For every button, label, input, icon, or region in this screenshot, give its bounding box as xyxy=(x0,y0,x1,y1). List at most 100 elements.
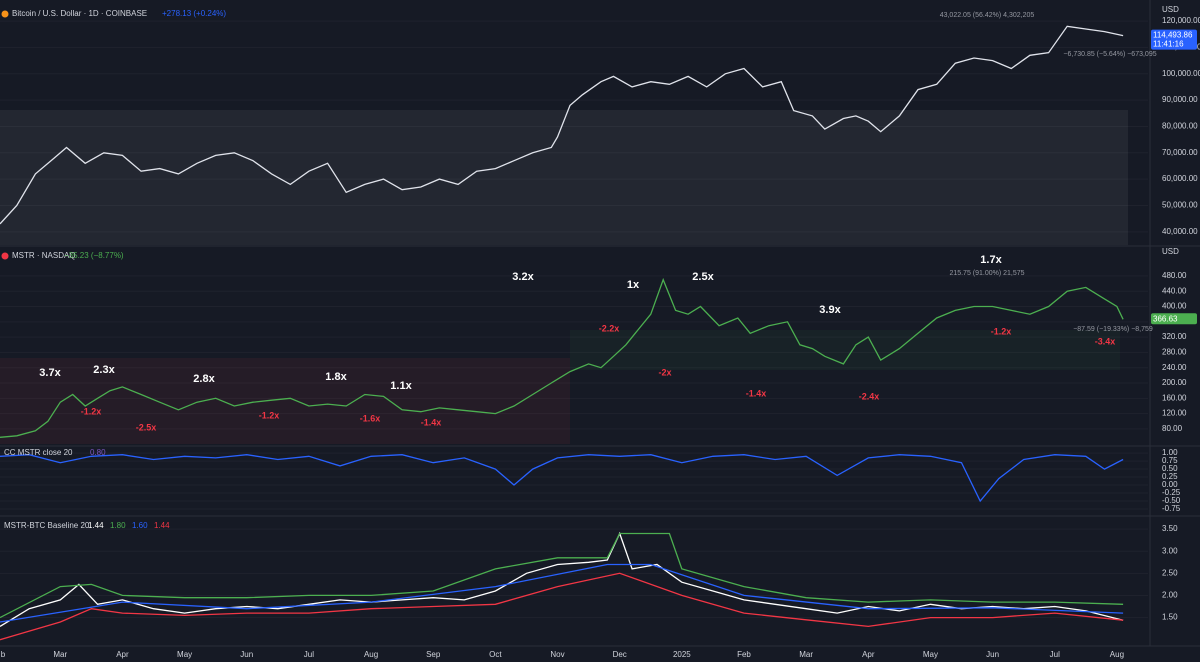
y-tick-label: 160.00 xyxy=(1162,393,1187,402)
y-tick-label: 90,000.00 xyxy=(1162,95,1198,104)
annotation: -1.6x xyxy=(360,413,381,423)
annotation: 3.2x xyxy=(512,271,534,283)
x-tick-label: Apr xyxy=(862,650,875,659)
series-line xyxy=(0,25,1124,225)
x-tick-label: Mar xyxy=(53,650,67,659)
y-tick-label: 2.00 xyxy=(1162,591,1178,600)
pane-title: CC MSTR close 20 xyxy=(4,448,73,457)
annotation: -1.2x xyxy=(991,326,1012,336)
annotation: 2.5x xyxy=(692,271,714,283)
annotation: 1.8x xyxy=(325,371,347,383)
range-band xyxy=(0,110,1128,245)
y-tick-label: 0.00 xyxy=(1162,480,1178,489)
annotation: 2.3x xyxy=(93,364,115,376)
annotation: -2.5x xyxy=(136,422,157,432)
annotation: 215.75 (91.00%) 21,575 xyxy=(949,270,1024,277)
y-tick-label: 440.00 xyxy=(1162,286,1187,295)
y-tick-label: 3.00 xyxy=(1162,546,1178,555)
x-tick-label: Jun xyxy=(240,650,253,659)
currency-label: USD xyxy=(1162,5,1179,14)
legend-value: 1.44 xyxy=(154,521,170,530)
annotation: −87.59 (−19.33%) −8,759 xyxy=(1073,326,1153,333)
y-tick-label: -0.50 xyxy=(1162,496,1181,505)
y-tick-label: -0.75 xyxy=(1162,504,1181,513)
x-tick-label: Nov xyxy=(550,650,564,659)
y-tick-label: 120,000.00 xyxy=(1162,16,1200,25)
y-tick-label: 240.00 xyxy=(1162,363,1187,372)
y-tick-label: 70,000.00 xyxy=(1162,148,1198,157)
y-tick-label: 0.75 xyxy=(1162,456,1178,465)
x-tick-label: b xyxy=(1,650,6,659)
pane-title: MSTR · NASDAQ xyxy=(12,251,76,260)
x-tick-label: Apr xyxy=(116,650,129,659)
time-label: 11:41:16 xyxy=(1153,40,1184,49)
annotation: 2.8x xyxy=(193,373,215,385)
x-tick-label: Jul xyxy=(304,650,314,659)
pane-change: 0.80 xyxy=(90,448,106,457)
x-tick-label: Aug xyxy=(364,650,378,659)
x-tick-label: May xyxy=(177,650,192,659)
legend-value: 1.44 xyxy=(88,521,104,530)
annotation: 3.9x xyxy=(819,304,841,316)
annotation: 3.7x xyxy=(39,367,61,379)
pane-change: +278.13 (+0.24%) xyxy=(162,9,226,18)
annotation: -1.4x xyxy=(421,417,442,427)
annotation: -1.2x xyxy=(259,410,280,420)
pane-title: Bitcoin / U.S. Dollar · 1D · COINBASE xyxy=(12,9,147,18)
annotation: 1x xyxy=(627,279,640,291)
price-label-box xyxy=(1151,29,1197,50)
x-tick-label: May xyxy=(923,650,938,659)
symbol-icon xyxy=(1,252,9,260)
x-tick-label: Jul xyxy=(1050,650,1060,659)
range-band xyxy=(0,358,570,444)
annotation: 1.1x xyxy=(390,380,412,392)
annotation: -2.4x xyxy=(859,391,880,401)
y-tick-label: 80.00 xyxy=(1162,424,1183,433)
y-tick-label: 120.00 xyxy=(1162,409,1187,418)
y-tick-label: 0.50 xyxy=(1162,464,1178,473)
x-tick-label: 2025 xyxy=(673,650,691,659)
series-line xyxy=(0,532,1124,619)
x-tick-label: Oct xyxy=(489,650,502,659)
price-label: 366.63 xyxy=(1153,314,1178,323)
annotation: -2.2x xyxy=(599,323,620,333)
x-tick-label: Aug xyxy=(1110,650,1124,659)
annotation: -1.2x xyxy=(81,406,102,416)
series-line xyxy=(0,563,1124,623)
series-line xyxy=(0,572,1124,641)
y-tick-label: -0.25 xyxy=(1162,488,1181,497)
pane-change: −35.23 (−8.77%) xyxy=(64,251,124,260)
annotation: -2x xyxy=(658,367,671,377)
series-line xyxy=(0,454,1124,503)
annotation: -3.4x xyxy=(1095,336,1116,346)
range-band xyxy=(570,330,1120,370)
y-tick-label: 280.00 xyxy=(1162,348,1187,357)
legend-value: 1.80 xyxy=(110,521,126,530)
price-label-box xyxy=(1151,313,1197,325)
series-line xyxy=(0,277,1124,438)
pane-title: MSTR-BTC Baseline 20 xyxy=(4,521,90,530)
x-tick-label: Feb xyxy=(737,650,751,659)
legend-value: 1.60 xyxy=(132,521,148,530)
series-line xyxy=(0,531,1124,627)
y-tick-label: 50,000.00 xyxy=(1162,201,1198,210)
y-tick-label: 0.25 xyxy=(1162,472,1178,481)
currency-label: USD xyxy=(1162,247,1179,256)
annotation: −6,730.85 (−5.64%) −673,095 xyxy=(1063,51,1156,58)
y-tick-label: 320.00 xyxy=(1162,332,1187,341)
x-tick-label: Mar xyxy=(799,650,813,659)
y-tick-label: 60,000.00 xyxy=(1162,174,1198,183)
x-tick-label: Dec xyxy=(613,650,627,659)
y-tick-label: 3.50 xyxy=(1162,524,1178,533)
annotation: -1.4x xyxy=(746,388,767,398)
symbol-icon xyxy=(1,10,9,18)
price-label: 114,493.86 xyxy=(1153,31,1193,40)
annotation: 1.7x xyxy=(980,254,1002,266)
y-tick-label: 1.00 xyxy=(1162,448,1178,457)
y-tick-label: 40,000.00 xyxy=(1162,227,1198,236)
x-tick-label: Jun xyxy=(986,650,999,659)
annotation: 43,022.05 (56.42%) 4,302,205 xyxy=(940,12,1035,19)
y-tick-label: 2.50 xyxy=(1162,568,1178,577)
